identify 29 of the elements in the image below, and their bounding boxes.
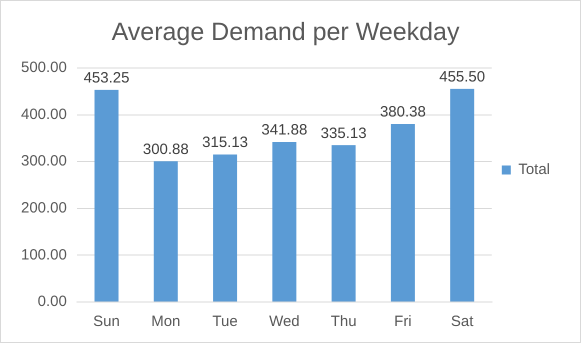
- y-tick-label: 200.00: [20, 200, 67, 217]
- y-tick-label: 0.00: [38, 293, 67, 310]
- y-tick-label: 100.00: [20, 246, 67, 264]
- data-label: 315.13: [202, 134, 248, 152]
- bar: [390, 124, 415, 302]
- x-tick-label: Thu: [330, 313, 357, 330]
- x-tick-label: Sun: [93, 313, 120, 330]
- legend-label: Total: [518, 161, 550, 178]
- data-label: 453.25: [84, 70, 130, 87]
- bar: [213, 154, 238, 302]
- data-label: 300.88: [142, 140, 189, 158]
- data-label: 380.38: [380, 104, 426, 121]
- x-tick-label: Tue: [212, 313, 238, 330]
- data-label: 335.13: [320, 124, 367, 142]
- y-tick-label: 500.00: [20, 59, 67, 76]
- y-tick-label: 300.00: [20, 152, 67, 170]
- x-tick-label: Mon: [151, 313, 180, 330]
- x-tick-label: Wed: [269, 313, 300, 330]
- bar: [272, 142, 296, 302]
- x-tick-label: Sat: [450, 313, 474, 330]
- x-tick-label: Fri: [394, 313, 412, 330]
- bar: [154, 161, 178, 302]
- bar: [450, 88, 474, 302]
- chart-title: Average Demand per Weekday: [112, 18, 460, 46]
- data-label: 455.50: [439, 68, 486, 86]
- bar: [94, 90, 119, 302]
- y-tick-label: 400.00: [20, 106, 67, 123]
- bar: [332, 145, 356, 302]
- data-label: 341.88: [261, 122, 308, 139]
